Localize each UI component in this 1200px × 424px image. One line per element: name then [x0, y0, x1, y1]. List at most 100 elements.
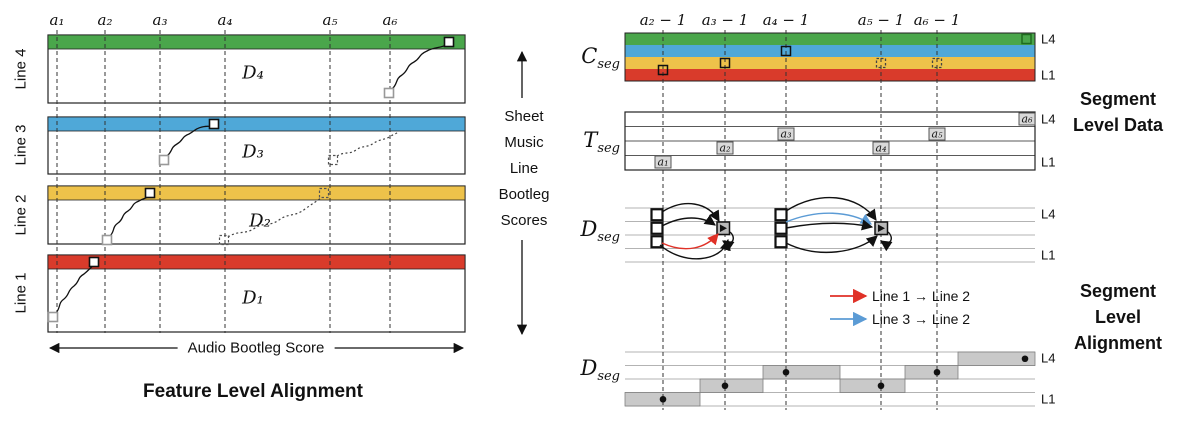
tentative-path [336, 131, 399, 157]
alignment-candidates-2 [774, 208, 788, 249]
cseg-stripe-l4 [625, 33, 1035, 45]
segment-boundary-dots [659, 355, 1029, 403]
tick-a2: a₂ [97, 11, 113, 29]
end-marker [443, 36, 455, 48]
heading-line: Segment [1079, 281, 1157, 301]
side-label-line: Line [509, 160, 539, 177]
line1-to-line2-arc [661, 233, 719, 250]
boundary-marker [719, 57, 731, 69]
line4-row-box [47, 34, 466, 104]
row-label-line2: Line 2 [12, 194, 30, 236]
line3-stripe [47, 116, 466, 132]
heading-segment-level-alignment: Segment Level Alignment [1033, 278, 1200, 356]
alignment-path-line1 [47, 256, 100, 323]
legend-label-line3-to-line2: Line 3 → Line 2 [872, 311, 971, 327]
matrix-label-d4: D₄ [242, 62, 264, 84]
start-marker [101, 234, 113, 246]
end-marker [88, 256, 100, 268]
alignment-arcs-group2 [785, 196, 893, 253]
left-panel-caption: Feature Level Alignment [143, 381, 363, 402]
cseg-markers [657, 33, 1032, 76]
tseg-chip-a3: a₃ [777, 127, 795, 141]
heading-line: Segment [1079, 89, 1157, 109]
dseg-bottom-l4-label: L4 [1041, 350, 1056, 366]
line4-stripe [47, 34, 466, 50]
end-boundary-marker [1021, 33, 1032, 45]
end-marker [144, 187, 156, 199]
dseg-top-label: Dseg [580, 216, 620, 246]
play-icon [878, 224, 885, 232]
tick-gridlines-left [56, 30, 391, 333]
tseg-chip-a2: a₂ [716, 141, 734, 155]
side-label-line: Bootleg [498, 186, 550, 203]
tentative-marker-end [318, 187, 330, 199]
line3-row-box [47, 116, 466, 175]
dseg-alignment-staff [625, 207, 1035, 263]
start-marker [158, 154, 170, 166]
tseg-chip-a1: a₁ [654, 155, 672, 169]
cseg-l1-label: L1 [1041, 67, 1056, 83]
tseg-grid [624, 111, 1036, 171]
tseg-l1-label: L1 [1041, 154, 1056, 170]
tick-a3: a₃ [152, 11, 168, 29]
matrix-label-d1: D₁ [242, 287, 264, 309]
side-label-line: Sheet [504, 108, 544, 125]
step-l3 [762, 365, 841, 380]
tick-a4: a₄ [217, 11, 233, 29]
loop-arrow [880, 231, 893, 252]
tick-a5-minus-1: a₅ − 1 [857, 11, 905, 29]
tick-a5: a₅ [322, 11, 338, 29]
tentative-marker [327, 154, 339, 166]
start-marker [383, 87, 395, 99]
tick-a6: a₆ [382, 11, 398, 29]
cseg-bar [624, 32, 1036, 82]
tick-a4-minus-1: a₄ − 1 [762, 11, 810, 29]
row-label-line3: Line 3 [12, 124, 30, 166]
boundary-marker [657, 64, 669, 76]
cseg-stripe-l3 [625, 45, 1035, 57]
alignment-path-line4 [383, 36, 455, 99]
row-label-line4: Line 4 [12, 48, 30, 90]
sheet-music-side-label: Sheet Music Line Bootleg Scores [499, 104, 550, 234]
tentative-boundary-marker [931, 57, 943, 69]
line2-stripe [47, 185, 466, 201]
tseg-chip-a5: a₅ [928, 127, 946, 141]
tseg-l4-label: L4 [1041, 111, 1056, 127]
start-marker [47, 311, 59, 323]
cseg-stripe-l1 [625, 69, 1035, 81]
heading-segment-level-data: Segment Level Data [1033, 86, 1200, 138]
tseg-chip-a4: a₄ [872, 141, 890, 155]
cseg-l4-label: L4 [1041, 31, 1056, 47]
matrix-label-d3: D₃ [242, 141, 264, 163]
line1-row-box [47, 254, 466, 333]
dseg-top-l4-label: L4 [1041, 206, 1056, 222]
tentative-path [227, 197, 322, 238]
legend-label-line1-to-line2: Line 1 → Line 2 [872, 288, 971, 304]
tentative-boundary-marker [875, 57, 887, 69]
alignment-path-line3 [158, 118, 399, 166]
tentative-marker [218, 234, 230, 246]
end-marker [208, 118, 220, 130]
loop-arrow [722, 231, 735, 252]
line1-stripe [47, 254, 466, 270]
tick-a3-minus-1: a₃ − 1 [701, 11, 749, 29]
heading-line: Level [1094, 307, 1142, 327]
alignment-target-1 [716, 221, 731, 236]
tseg-chip-a6: a₆ [1018, 112, 1036, 126]
matrix-label-d2: D₂ [249, 210, 271, 232]
step-l2 [699, 378, 764, 393]
dseg-bottom-l1-label: L1 [1041, 391, 1056, 407]
alignment-arcs-group1 [659, 203, 735, 260]
step-l2b [839, 378, 906, 393]
dseg-bottom-label: Dseg [580, 355, 620, 385]
boundary-marker [780, 45, 792, 57]
row-label-line1: Line 1 [12, 272, 30, 314]
step-l4 [957, 351, 1036, 366]
heading-line: Level Data [1072, 115, 1164, 135]
alignment-candidates-1 [650, 208, 664, 249]
heading-line: Alignment [1074, 333, 1162, 353]
play-icon [720, 224, 727, 232]
line3-to-line2-arc [785, 212, 872, 225]
side-label-line: Music [504, 134, 544, 151]
